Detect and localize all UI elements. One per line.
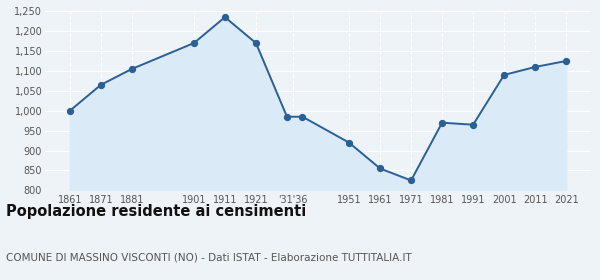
Point [375,166,385,171]
Point [298,115,307,119]
Point [127,67,137,71]
Point [282,115,292,119]
Point [406,178,416,183]
Point [251,41,261,45]
Point [189,41,199,45]
Point [220,15,230,19]
Point [562,59,571,63]
Point [344,140,354,145]
Text: COMUNE DI MASSINO VISCONTI (NO) - Dati ISTAT - Elaborazione TUTTITALIA.IT: COMUNE DI MASSINO VISCONTI (NO) - Dati I… [6,252,412,262]
Point [96,83,106,87]
Point [469,122,478,127]
Text: Popolazione residente ai censimenti: Popolazione residente ai censimenti [6,204,306,220]
Point [437,120,447,125]
Point [65,109,74,113]
Point [499,73,509,77]
Point [530,65,540,69]
